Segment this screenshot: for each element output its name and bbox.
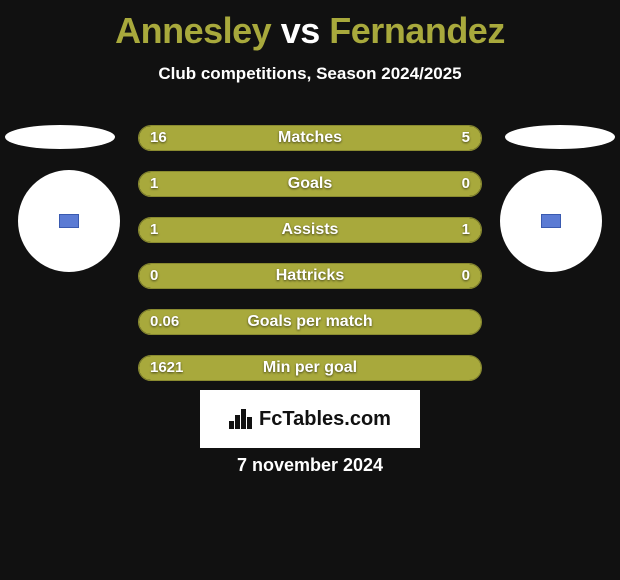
- stat-row: Matches16 5: [138, 125, 482, 151]
- placeholder-crest-icon: [59, 214, 79, 228]
- bars-icon: [229, 409, 253, 429]
- player1-badge: [18, 170, 120, 272]
- stat-label: Hattricks: [138, 263, 482, 289]
- stat-row: Hattricks0 0: [138, 263, 482, 289]
- stat-right-value: 0: [462, 171, 470, 197]
- stat-label: Min per goal: [138, 355, 482, 381]
- stat-right-value: 1: [462, 217, 470, 243]
- stat-left-value: 16: [150, 125, 167, 151]
- stat-row: Goals1 0: [138, 171, 482, 197]
- stat-left-value: 1: [150, 217, 158, 243]
- stat-left-value: 0.06: [150, 309, 179, 335]
- date-label: 7 november 2024: [0, 455, 620, 476]
- stat-row: Goals per match0.06: [138, 309, 482, 335]
- logo-text: FcTables.com: [259, 408, 391, 431]
- stat-label: Goals: [138, 171, 482, 197]
- stat-left-value: 1: [150, 171, 158, 197]
- page-title: Annesley vs Fernandez: [0, 0, 620, 52]
- stat-label: Assists: [138, 217, 482, 243]
- player2-badge: [500, 170, 602, 272]
- stat-label: Goals per match: [138, 309, 482, 335]
- subtitle: Club competitions, Season 2024/2025: [0, 64, 620, 84]
- player1-name: Annesley: [115, 10, 271, 51]
- placeholder-crest-icon: [541, 214, 561, 228]
- stat-left-value: 0: [150, 263, 158, 289]
- ellipse-right-decoration: [505, 125, 615, 149]
- stat-row: Assists1 1: [138, 217, 482, 243]
- player2-name: Fernandez: [329, 10, 505, 51]
- stat-label: Matches: [138, 125, 482, 151]
- stat-right-value: 0: [462, 263, 470, 289]
- fctables-logo: FcTables.com: [200, 390, 420, 448]
- vs-text: vs: [281, 10, 320, 51]
- ellipse-left-decoration: [5, 125, 115, 149]
- stat-left-value: 1621: [150, 355, 183, 381]
- stat-bars: Matches165Goals10Assists11Hattricks00Goa…: [138, 125, 482, 401]
- stat-row: Min per goal1621: [138, 355, 482, 381]
- stat-right-value: 5: [462, 125, 470, 151]
